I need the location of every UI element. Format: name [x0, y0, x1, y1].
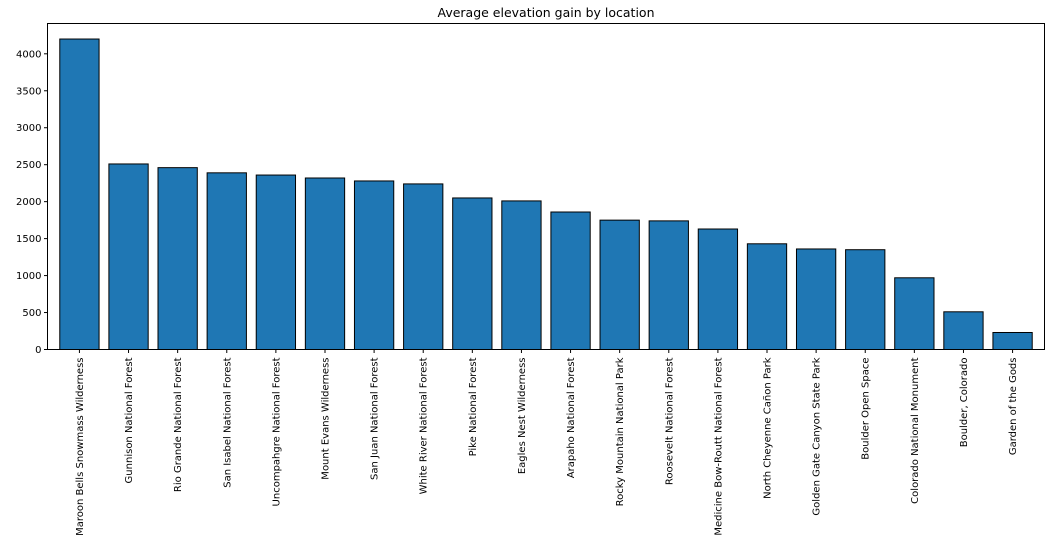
- bar: [648, 220, 689, 350]
- x-tick-label: Golden Gate Canyon State Park: [812, 357, 823, 515]
- x-tick-label: Roosevelt National Forest: [664, 357, 675, 485]
- x-tick-label: Uncompahgre National Forest: [271, 357, 282, 506]
- bar: [943, 311, 984, 350]
- bar: [108, 163, 149, 350]
- y-tick-label: 4000: [16, 49, 41, 60]
- x-tick-label: San Isabel National Forest: [222, 357, 233, 487]
- x-tick-label: Garden of the Gods: [1008, 358, 1019, 456]
- x-tick-label: Rio Grande National Forest: [173, 357, 184, 492]
- bar: [845, 249, 886, 351]
- x-tick-label: North Cheyenne Cañon Park: [763, 357, 774, 499]
- x-tick-label: Arapaho National Forest: [566, 357, 577, 478]
- x-tick-label: Mount Evans Wilderness: [320, 358, 331, 480]
- bar: [403, 183, 444, 350]
- bar: [206, 172, 247, 350]
- x-tick-label: Gunnison National Forest: [124, 357, 135, 483]
- bar: [746, 243, 788, 350]
- bar: [157, 167, 198, 350]
- x-tick-label: San Juan National Forest: [370, 357, 381, 480]
- x-tick-label: Maroon Bells Snowmass Wilderness: [75, 358, 86, 536]
- bar: [304, 177, 346, 350]
- y-tick-label: 2500: [16, 160, 41, 171]
- bars-group: [59, 38, 1033, 351]
- x-tick-label: Medicine Bow-Routt National Forest: [713, 357, 724, 535]
- x-tick-label: Pike National Forest: [468, 357, 479, 456]
- bar: [894, 277, 935, 350]
- bar: [992, 331, 1033, 351]
- plot-frame: [47, 23, 1045, 350]
- x-tick-label: White River National Forest: [419, 357, 430, 494]
- bar: [795, 248, 837, 351]
- y-tick-label: 1500: [16, 234, 41, 245]
- chart-title: Average elevation gain by location: [437, 5, 655, 20]
- bar: [697, 228, 739, 351]
- x-tick-label: Boulder, Colorado: [959, 358, 970, 448]
- bar: [255, 174, 297, 350]
- y-tick-label: 0: [35, 345, 41, 356]
- y-tick-label: 1000: [16, 271, 41, 282]
- y-tick-label: 500: [22, 308, 41, 319]
- bar: [599, 219, 640, 350]
- bar: [59, 38, 100, 351]
- x-tick-label: Rocky Mountain National Park: [615, 357, 626, 506]
- y-axis: 0 500 1000 1500 2000 2500 3000 3500 4000: [16, 49, 48, 356]
- x-tick-label: Boulder Open Space: [861, 358, 872, 460]
- y-tick-label: 2000: [16, 197, 41, 208]
- x-axis: Maroon Bells Snowmass Wilderness Gunnison…: [75, 349, 1019, 536]
- bar: [550, 211, 591, 350]
- x-tick-label: Eagles Nest Wilderness: [517, 358, 528, 475]
- bar: [353, 180, 395, 350]
- bar: [452, 197, 493, 350]
- x-tick-label: Colorado National Monument: [910, 357, 921, 503]
- y-tick-label: 3000: [16, 123, 41, 134]
- y-tick-label: 3500: [16, 86, 41, 97]
- bar: [501, 200, 542, 350]
